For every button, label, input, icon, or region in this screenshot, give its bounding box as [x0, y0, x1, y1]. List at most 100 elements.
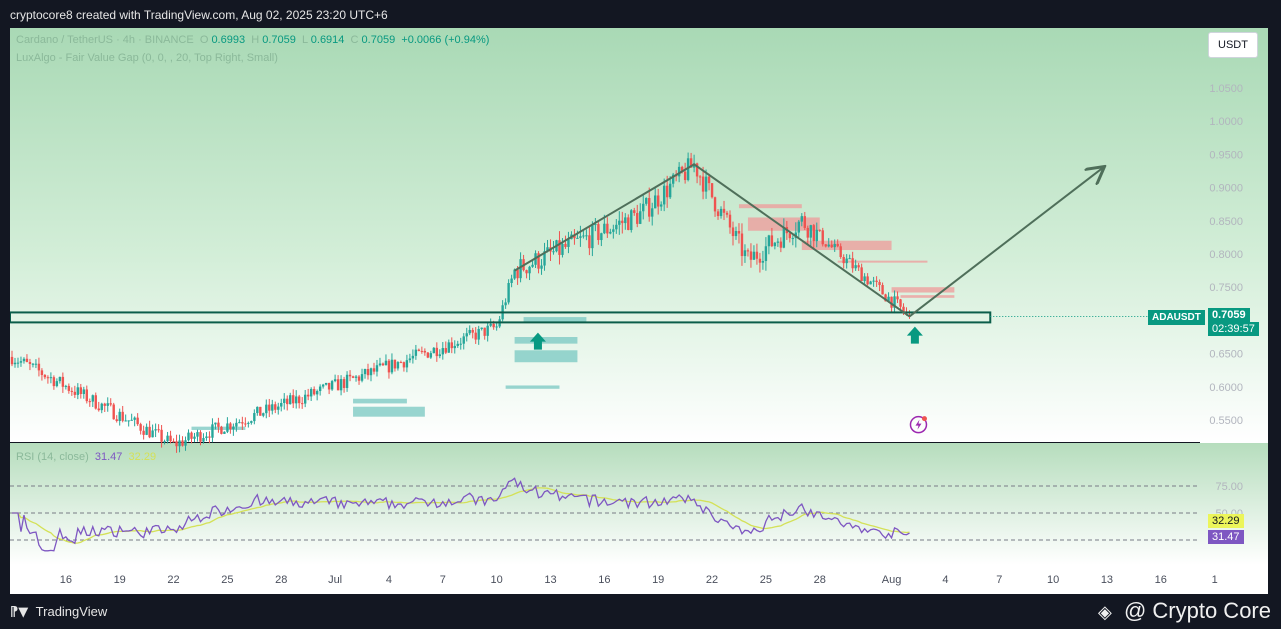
- candle-body: [315, 391, 319, 395]
- candle-body: [740, 233, 744, 257]
- candle-body: [360, 374, 364, 381]
- candle-body: [884, 294, 887, 302]
- candle-body: [716, 211, 720, 217]
- candle-body: [489, 323, 492, 326]
- candle-body: [701, 176, 705, 192]
- candle-body: [639, 211, 642, 224]
- candle-body: [187, 432, 190, 441]
- candle-body: [22, 358, 26, 362]
- support-zone[interactable]: [10, 311, 992, 324]
- tradingview-logo[interactable]: ⁋▼ TradingView: [10, 604, 107, 620]
- chart-frame[interactable]: 1.0500 1.0000 0.9500 0.9000 0.8500 0.8000 0.75…: [10, 28, 1268, 594]
- candle-body: [405, 360, 409, 368]
- candle-body: [659, 204, 663, 207]
- time-axis-label: 25: [760, 574, 772, 586]
- candle-body: [426, 352, 430, 358]
- time-axis-label: 22: [167, 574, 179, 586]
- bearish-fvg-zone: [837, 260, 928, 263]
- high-value: 0.7059: [262, 34, 296, 46]
- candle-body: [429, 353, 433, 358]
- candle-body: [579, 236, 582, 238]
- time-axis-label: 28: [275, 574, 287, 586]
- candle-body: [887, 296, 890, 302]
- candle-body: [585, 235, 588, 237]
- candle-body: [136, 417, 139, 425]
- projection-arrow[interactable]: [908, 168, 1103, 318]
- candle-body: [94, 395, 97, 409]
- candle-body: [875, 280, 878, 283]
- bullish-fvg-zone: [523, 317, 587, 322]
- candle-body: [303, 394, 307, 404]
- buy-arrow-icon: [529, 332, 546, 350]
- candle-body: [259, 406, 262, 416]
- candle-body: [459, 343, 462, 345]
- candle-body: [70, 390, 74, 392]
- candle-body: [199, 432, 202, 442]
- candle-body: [417, 349, 421, 351]
- candle-body: [411, 355, 415, 359]
- bearish-fvg-zone: [900, 295, 955, 298]
- candle-body: [731, 227, 735, 237]
- price-axis-label: 0.9000: [1209, 183, 1243, 195]
- trend-line[interactable]: [514, 163, 911, 318]
- candle-body: [286, 398, 289, 405]
- candle-body: [621, 220, 624, 224]
- candle-body: [112, 404, 115, 420]
- candle-body: [737, 230, 741, 234]
- candle-body: [686, 158, 690, 181]
- candle-body: [91, 395, 94, 402]
- candle-body: [178, 440, 181, 447]
- candle-body: [657, 195, 660, 207]
- candle-body: [516, 269, 519, 279]
- chart-canvas[interactable]: 1.0500 1.0000 0.9500 0.9000 0.8500 0.8000 0.75…: [10, 28, 1268, 594]
- flash-event-icon[interactable]: [909, 415, 928, 434]
- candle-body: [680, 166, 684, 172]
- candle-body: [824, 244, 827, 247]
- candle-body: [342, 379, 346, 388]
- candle-body: [438, 354, 442, 357]
- candle-body: [573, 234, 576, 239]
- candle-body: [806, 227, 809, 238]
- candle-body: [106, 403, 109, 406]
- candle-body: [76, 387, 80, 395]
- candle-body: [567, 239, 570, 247]
- candle-body: [226, 423, 229, 432]
- bullish-fvg-zone: [514, 350, 578, 363]
- candle-body: [582, 235, 585, 237]
- candle-body: [710, 183, 714, 198]
- candle-body: [196, 432, 199, 437]
- candle-body: [615, 224, 618, 230]
- time-axis-label: Jul: [328, 574, 342, 586]
- candle-body: [318, 386, 322, 392]
- candle-body: [85, 389, 88, 402]
- rsi-legend-label: RSI (14, close): [16, 451, 89, 463]
- candle-body: [396, 362, 400, 369]
- candle-body: [809, 225, 812, 238]
- rsi-legend-value: 31.47: [94, 451, 123, 463]
- candle-body: [869, 281, 872, 285]
- candle-body: [830, 244, 833, 248]
- candle-body: [423, 350, 427, 353]
- price-axis-label: 1.0000: [1209, 116, 1243, 128]
- candle-body: [82, 389, 85, 395]
- candle-body: [857, 265, 860, 268]
- bearish-fvg-zone: [801, 240, 892, 251]
- symbol-legend: Cardano / TetherUS · 4h · BINANCE O 0.69…: [16, 34, 490, 46]
- currency-button[interactable]: USDT: [1208, 32, 1258, 58]
- candle-body: [357, 376, 361, 381]
- candle-body: [49, 377, 53, 379]
- candle-body: [130, 419, 133, 421]
- candle-body: [142, 430, 145, 435]
- candle-body: [61, 376, 65, 387]
- time-axis-label: 10: [1047, 574, 1059, 586]
- rsi-line: [12, 477, 910, 552]
- candle-body: [10, 356, 14, 365]
- candle-body: [561, 243, 564, 255]
- candle-body: [896, 296, 899, 300]
- candle-body: [818, 229, 821, 231]
- candle-body: [408, 358, 412, 361]
- candle-body: [339, 379, 343, 391]
- candle-body: [495, 326, 498, 328]
- candle-body: [851, 258, 854, 269]
- candle-body: [97, 408, 100, 411]
